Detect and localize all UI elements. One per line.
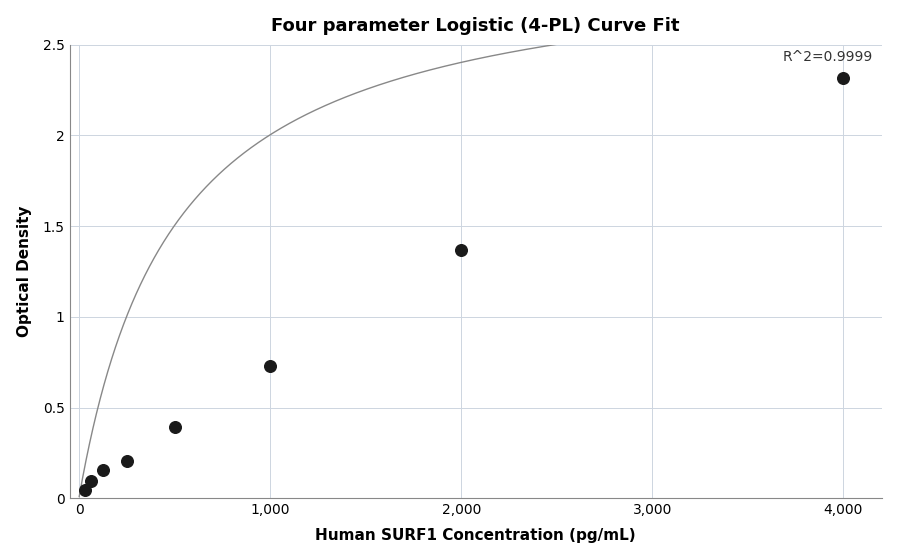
Point xyxy=(96,466,110,475)
Point xyxy=(78,486,92,494)
Point xyxy=(84,477,98,486)
Y-axis label: Optical Density: Optical Density xyxy=(16,206,32,337)
Point xyxy=(120,456,134,465)
Text: R^2=0.9999: R^2=0.9999 xyxy=(781,50,871,64)
Title: Four parameter Logistic (4-PL) Curve Fit: Four parameter Logistic (4-PL) Curve Fit xyxy=(272,17,679,35)
X-axis label: Human SURF1 Concentration (pg/mL): Human SURF1 Concentration (pg/mL) xyxy=(315,528,635,543)
Point xyxy=(262,361,277,370)
Point xyxy=(835,74,850,83)
Point xyxy=(454,245,468,254)
Point xyxy=(167,422,181,431)
